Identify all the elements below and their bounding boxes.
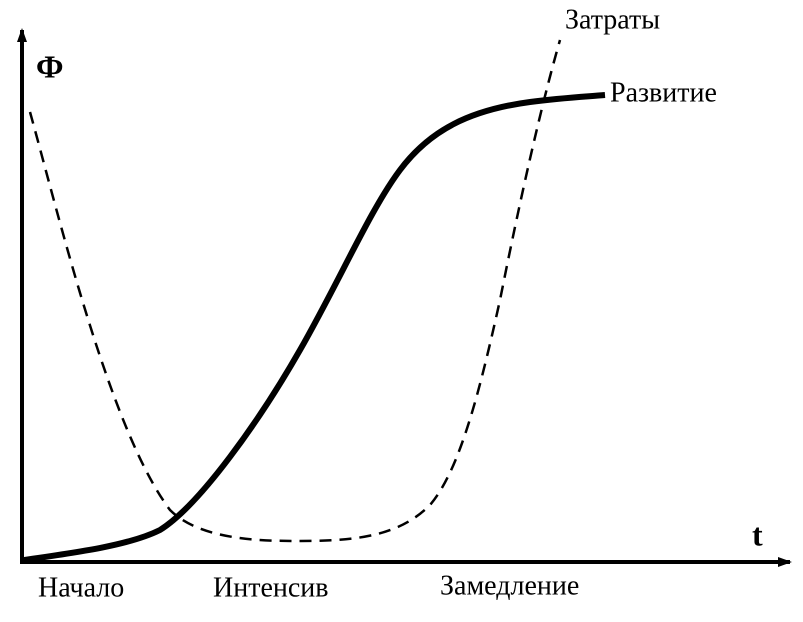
phase-label: Интенсив bbox=[213, 572, 329, 603]
curve-label: Развитие bbox=[610, 77, 717, 108]
phase-label: Замедление bbox=[440, 570, 579, 601]
phase-label: Начало bbox=[38, 572, 124, 603]
y-axis-label: Ф bbox=[36, 48, 63, 84]
costs-curve bbox=[28, 39, 562, 543]
development-curve bbox=[23, 92, 606, 563]
curve-label: Затраты bbox=[565, 4, 660, 35]
x-axis-label: t bbox=[752, 516, 763, 552]
